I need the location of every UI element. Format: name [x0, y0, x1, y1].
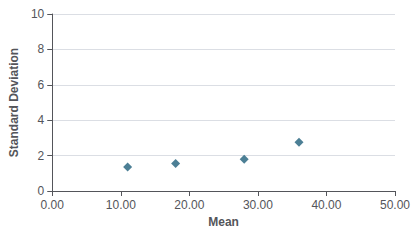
svg-text:8: 8	[38, 42, 45, 56]
svg-text:Mean: Mean	[208, 215, 239, 229]
svg-text:20.00: 20.00	[174, 198, 204, 212]
svg-text:10.00: 10.00	[106, 198, 136, 212]
svg-text:4: 4	[38, 113, 45, 127]
svg-text:Standard Deviation: Standard Deviation	[7, 48, 21, 157]
svg-text:10: 10	[31, 7, 45, 21]
svg-text:0: 0	[38, 184, 45, 198]
svg-text:40.00: 40.00	[311, 198, 341, 212]
svg-text:6: 6	[38, 78, 45, 92]
svg-text:30.00: 30.00	[243, 198, 273, 212]
svg-text:50.00: 50.00	[380, 198, 410, 212]
svg-text:2: 2	[38, 149, 45, 163]
svg-text:0.00: 0.00	[41, 198, 65, 212]
